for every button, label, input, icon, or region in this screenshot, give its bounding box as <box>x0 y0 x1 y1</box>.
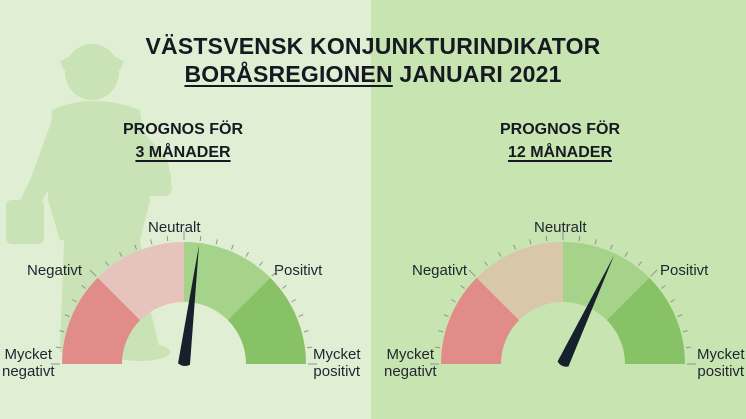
gauge-2-label-very-negative-line2: negativt <box>384 363 437 380</box>
gauge-2-tick <box>451 299 456 303</box>
gauge-2-tick <box>498 252 502 257</box>
gauge-1-heading-line2: 3 MÅNADER <box>135 144 231 161</box>
gauge-1-label-very-positive: Mycket positivt <box>313 346 361 380</box>
gauge-2-label-very-negative: Mycket negativt <box>384 346 437 380</box>
gauge-2-tick <box>484 261 488 266</box>
gauge-2-label-very-positive: Mycket positivt <box>697 346 745 380</box>
gauge-1-tick <box>303 330 309 333</box>
gauge-2-tick <box>650 269 658 277</box>
gauge-1-label-very-negative-line1: Mycket <box>4 346 53 363</box>
gauge-1-tick <box>56 346 62 349</box>
gauge-2-label-positive: Positivt <box>660 262 709 279</box>
gauge-1-needle <box>178 244 200 367</box>
gauge-2-tick <box>443 314 449 318</box>
gauge-2-heading-line1: PROGNOS FÖR <box>499 121 620 138</box>
gauge-2-label-neutral: Neutralt <box>534 219 587 236</box>
gauge-2-label-very-positive-line2: positivt <box>697 363 745 380</box>
main-title: VÄSTSVENSK KONJUNKTURINDIKATOR <box>145 33 601 59</box>
gauge-1-tick <box>64 314 70 318</box>
gauge-2-tick <box>685 346 691 349</box>
gauge-1-positive-segment <box>184 242 271 321</box>
gauge-1-tick <box>59 330 65 333</box>
gauge-2-label-negative: Negativt <box>412 262 468 279</box>
gauge-2-tick <box>435 346 441 349</box>
gauge-1-heading-line1: PROGNOS FÖR <box>122 121 243 138</box>
gauge-2-tick <box>529 239 532 245</box>
gauge-2-label-very-positive-line1: Mycket <box>697 346 745 363</box>
gauge-1-tick <box>306 346 312 349</box>
gauge-2-very-negative-segment <box>441 277 520 364</box>
gauge-1-label-negative: Negativt <box>27 262 83 279</box>
gauge-1-tick <box>245 252 249 257</box>
gauge-2-tick <box>578 236 581 242</box>
gauge-2-tick <box>438 330 444 333</box>
gauge-1-tick <box>282 285 287 289</box>
gauge-2-very-positive-segment <box>606 277 685 364</box>
gauge-1-tick <box>291 299 296 303</box>
gauge-2-tick <box>661 285 666 289</box>
gauge-1-negative-segment <box>97 242 184 321</box>
gauge-2-tick <box>677 314 683 318</box>
gauge-2-heading-line2: 12 MÅNADER <box>507 144 612 161</box>
gauge-2-needle <box>557 255 615 367</box>
gauge-1-tick <box>298 314 304 318</box>
gauge-1 <box>51 231 317 367</box>
gauge-1-tick <box>150 239 153 245</box>
gauge-1-tick <box>89 269 97 277</box>
gauge-1-tick <box>215 239 218 245</box>
gauge-2-heading: PROGNOS FÖR 12 MÅNADER <box>460 118 660 164</box>
gauge-1-tick <box>199 236 202 242</box>
gauge-1-label-very-positive-line1: Mycket <box>313 346 361 363</box>
gauge-1-tick <box>230 244 234 250</box>
gauge-2-tick <box>638 261 642 266</box>
gauge-1-tick <box>81 285 86 289</box>
gauge-1-tick <box>166 236 169 242</box>
gauge-1-tick <box>259 261 263 266</box>
gauge-2-tick <box>468 269 476 277</box>
gauge-1-tick <box>119 252 123 257</box>
gauge-2-positive-segment <box>563 242 650 321</box>
gauge-2-tick <box>609 244 613 250</box>
gauge-1-tick <box>105 261 109 266</box>
gauge-2-tick <box>670 299 675 303</box>
gauge-1-tick <box>72 299 77 303</box>
gauge-1-label-neutral: Neutralt <box>148 219 201 236</box>
region-name: BORÅSREGIONEN <box>184 61 393 87</box>
gauge-1-label-very-positive-line2: positivt <box>313 363 361 380</box>
gauge-2-tick <box>545 236 548 242</box>
gauge-2-tick <box>460 285 465 289</box>
gauge-2 <box>430 231 696 367</box>
gauge-2-tick <box>682 330 688 333</box>
gauge-1-very-positive-segment <box>227 277 306 364</box>
gauge-1-label-positive: Positivt <box>274 262 323 279</box>
gauge-1-label-very-negative-line2: negativt <box>2 363 55 380</box>
gauge-2-tick <box>594 239 597 245</box>
gauge-2-tick <box>624 252 628 257</box>
gauge-2-negative-segment <box>476 242 563 321</box>
gauge-1-tick <box>271 269 279 277</box>
gauge-1-tick <box>134 244 138 250</box>
period: JANUARI 2021 <box>392 61 562 87</box>
gauge-1-heading: PROGNOS FÖR 3 MÅNADER <box>83 118 283 164</box>
gauge-1-label-very-negative: Mycket negativt <box>2 346 55 380</box>
gauge-2-tick <box>513 244 517 250</box>
sub-title: BORÅSREGIONEN JANUARI 2021 <box>0 61 746 88</box>
gauge-2-label-very-negative-line1: Mycket <box>386 346 435 363</box>
gauge-1-very-negative-segment <box>62 277 141 364</box>
